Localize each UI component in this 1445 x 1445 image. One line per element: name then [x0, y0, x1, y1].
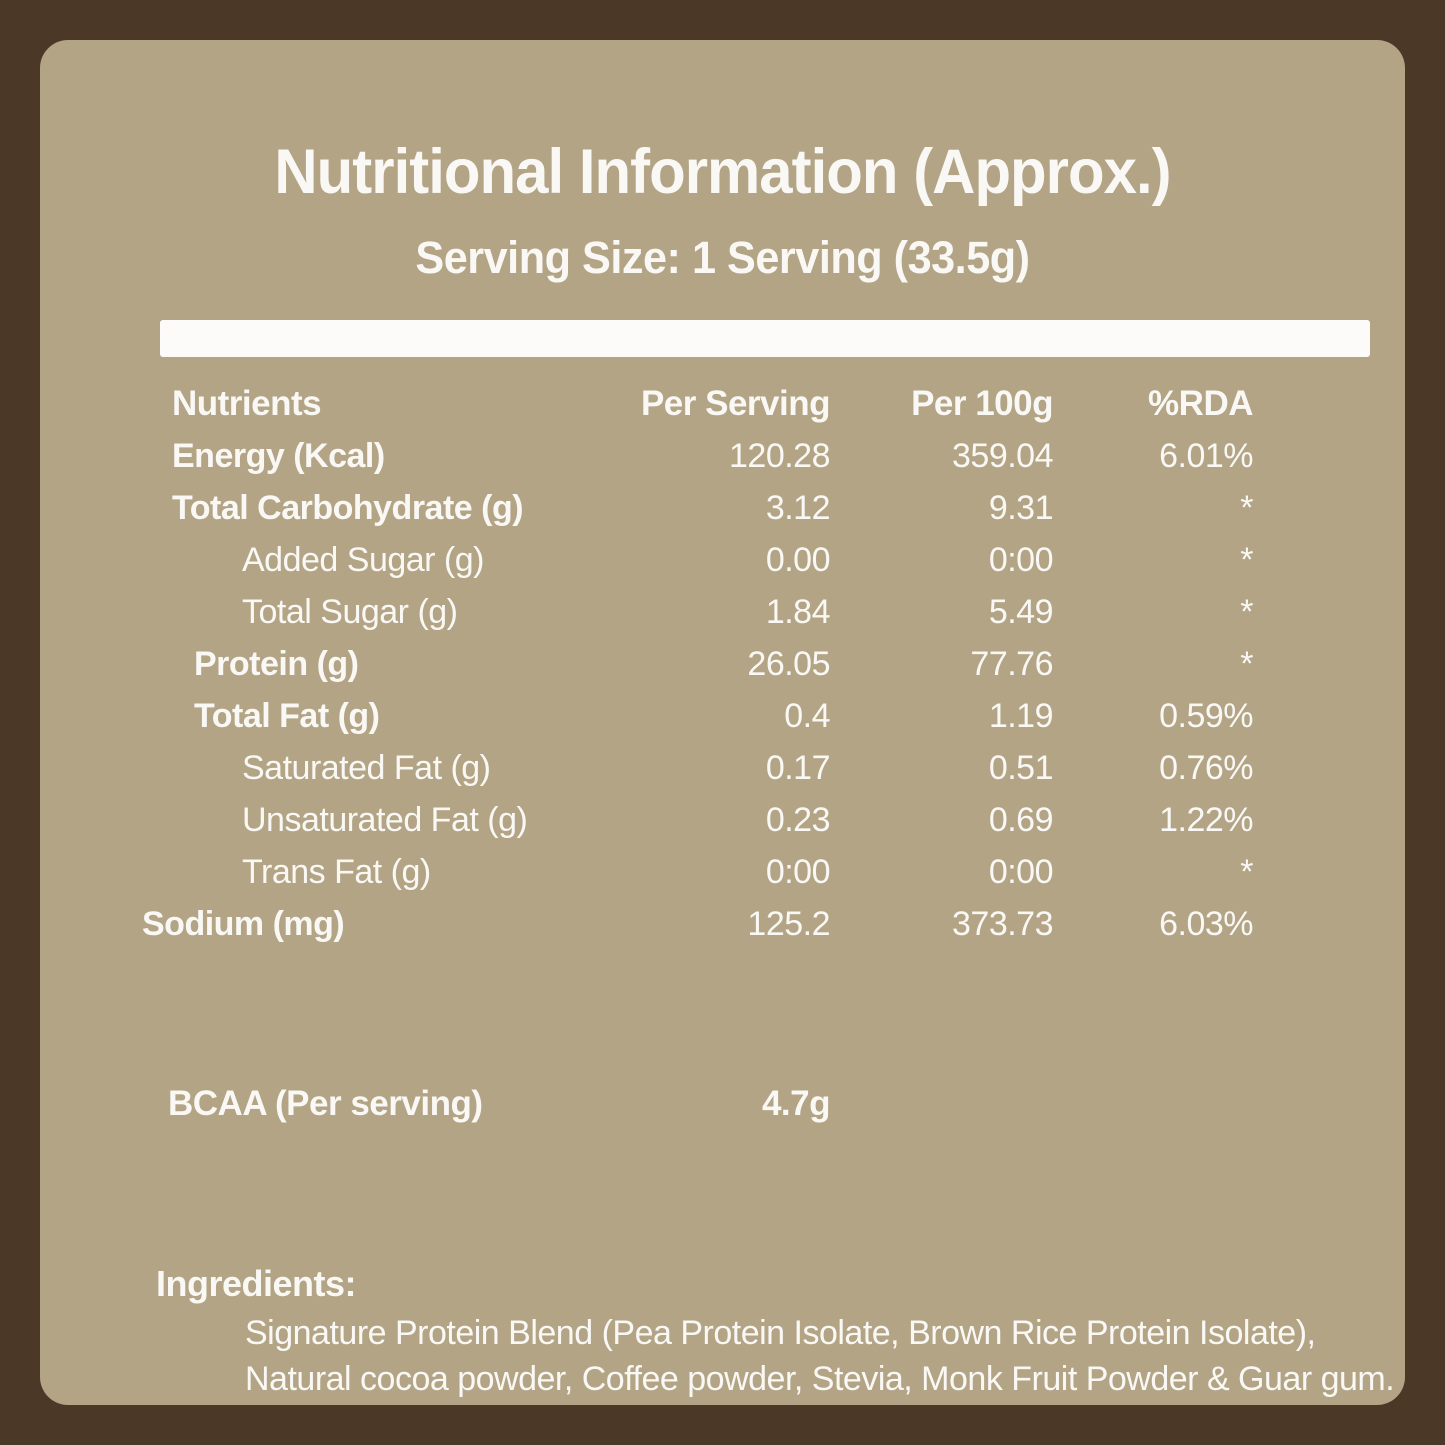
- per-serving-value: 120.28: [729, 436, 831, 475]
- rda-value: *: [1240, 540, 1253, 579]
- table-row: Unsaturated Fat (g) 0.23 0.69 1.22%: [80, 794, 1445, 846]
- bcaa-row: BCAA (Per serving) 4.7g: [80, 1078, 1445, 1130]
- nutrient-name: Trans Fat (g): [242, 852, 431, 891]
- nutrient-name: Energy (Kcal): [172, 436, 385, 475]
- nutrient-name: Total Sugar (g): [242, 592, 458, 631]
- ingredients-line: Signature Protein Blend (Pea Protein Iso…: [245, 1314, 1316, 1352]
- table-row: Total Fat (g) 0.4 1.19 0.59%: [80, 690, 1445, 742]
- table-rows: Energy (Kcal) 120.28 359.04 6.01% Total …: [80, 430, 1445, 950]
- table-row: Energy (Kcal) 120.28 359.04 6.01%: [80, 430, 1445, 482]
- ingredients-section: Ingredients: Signature Protein Blend (Pe…: [80, 1262, 1445, 1402]
- table-row: Total Sugar (g) 1.84 5.49 *: [80, 586, 1445, 638]
- ingredients-heading: Ingredients:: [156, 1263, 357, 1304]
- divider-bar: [160, 320, 1370, 357]
- nutrient-name: Sodium (mg): [142, 904, 345, 943]
- per-100g-value: 77.76: [970, 644, 1053, 683]
- per-100g-value: 0.51: [988, 748, 1054, 787]
- column-header-nutrients: Nutrients: [172, 384, 322, 423]
- label-title: Nutritional Information (Approx.): [274, 137, 1171, 207]
- per-serving-value: 3.12: [765, 488, 831, 527]
- table-row: Saturated Fat (g) 0.17 0.51 0.76%: [80, 742, 1445, 794]
- nutrient-name: Unsaturated Fat (g): [242, 800, 528, 839]
- bcaa-value: 4.7g: [761, 1084, 831, 1123]
- per-serving-value: 0.23: [765, 800, 831, 839]
- per-100g-value: 1.19: [988, 696, 1054, 735]
- rda-value: 6.03%: [1159, 904, 1253, 943]
- nutrient-name: Saturated Fat (g): [242, 748, 491, 787]
- ingredients-lines: Signature Protein Blend (Pea Protein Iso…: [80, 1310, 1445, 1402]
- nutrition-table: Nutrients Per Serving Per 100g %RDA Ener…: [80, 378, 1445, 950]
- per-100g-value: 0.69: [988, 800, 1054, 839]
- table-row: Trans Fat (g) 0:00 0:00 *: [80, 846, 1445, 898]
- column-header-per-100g: Per 100g: [911, 384, 1053, 423]
- table-row: Sodium (mg) 125.2 373.73 6.03%: [80, 898, 1445, 950]
- ingredients-line: Natural cocoa powder, Coffee powder, Ste…: [245, 1360, 1395, 1398]
- per-serving-value: 125.2: [747, 904, 830, 943]
- column-header-per-serving: Per Serving: [640, 384, 831, 423]
- per-100g-value: 5.49: [988, 592, 1054, 631]
- bcaa-label: BCAA (Per serving): [168, 1084, 483, 1123]
- per-100g-value: 0:00: [988, 540, 1054, 579]
- per-serving-value: 26.05: [747, 644, 830, 683]
- table-row: Added Sugar (g) 0.00 0:00 *: [80, 534, 1445, 586]
- nutrient-name: Total Fat (g): [194, 696, 380, 735]
- nutrient-name: Protein (g): [194, 644, 359, 683]
- label-subtitle: Serving Size: 1 Serving (33.5g): [415, 232, 1030, 283]
- per-serving-value: 0.00: [765, 540, 831, 579]
- per-serving-value: 1.84: [765, 592, 831, 631]
- rda-value: *: [1240, 852, 1253, 891]
- per-serving-value: 0.4: [784, 696, 830, 735]
- per-serving-value: 0:00: [765, 852, 831, 891]
- per-100g-value: 9.31: [988, 488, 1054, 527]
- table-header-row: Nutrients Per Serving Per 100g %RDA: [80, 378, 1445, 430]
- rda-value: 1.22%: [1159, 800, 1253, 839]
- per-100g-value: 0:00: [988, 852, 1054, 891]
- rda-value: 0.76%: [1159, 748, 1253, 787]
- per-100g-value: 373.73: [952, 904, 1054, 943]
- rda-value: *: [1240, 592, 1253, 631]
- per-serving-value: 0.17: [765, 748, 831, 787]
- nutrient-name: Added Sugar (g): [242, 540, 485, 579]
- nutrition-label-panel: Nutritional Information (Approx.) Servin…: [40, 40, 1405, 1405]
- table-row: Total Carbohydrate (g) 3.12 9.31 *: [80, 482, 1445, 534]
- column-header-rda: %RDA: [1148, 384, 1253, 423]
- per-100g-value: 359.04: [952, 436, 1054, 475]
- rda-value: *: [1240, 488, 1253, 527]
- rda-value: 0.59%: [1159, 696, 1253, 735]
- table-row: Protein (g) 26.05 77.76 *: [80, 638, 1445, 690]
- rda-value: *: [1240, 644, 1253, 683]
- nutrient-name: Total Carbohydrate (g): [172, 488, 524, 527]
- rda-value: 6.01%: [1159, 436, 1253, 475]
